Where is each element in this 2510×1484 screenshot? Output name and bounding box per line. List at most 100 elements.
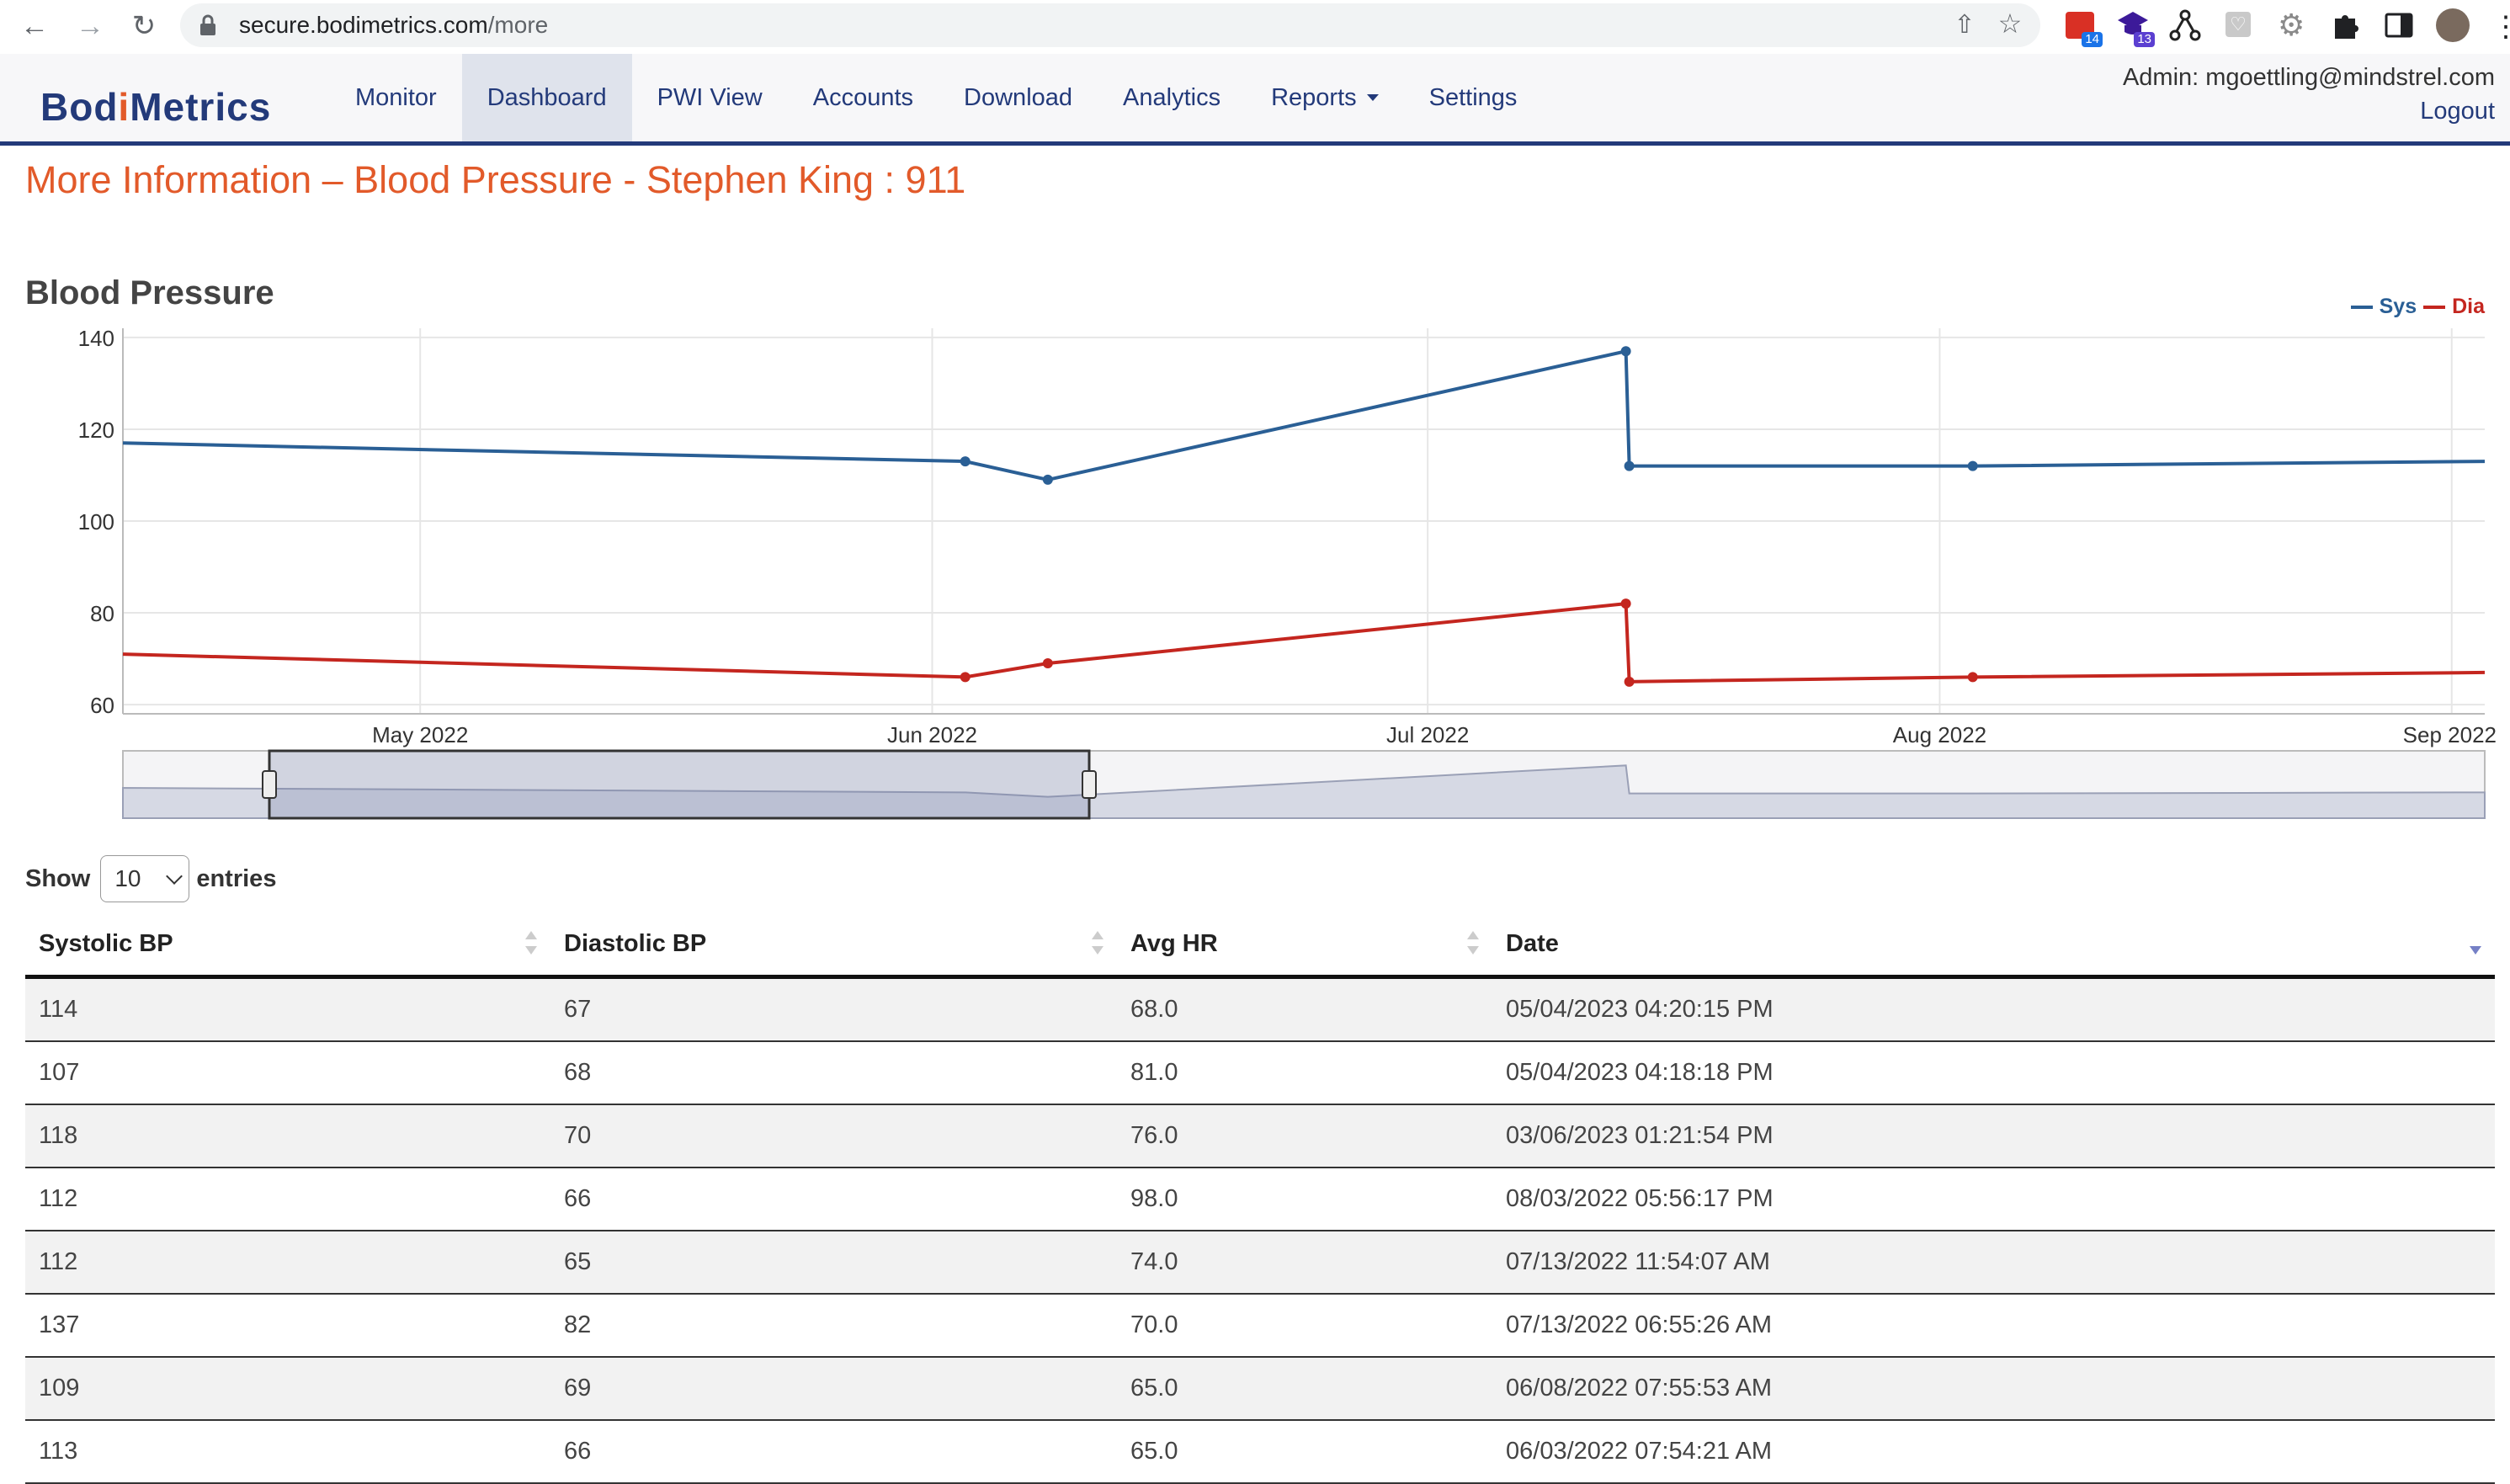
data-point-sys[interactable] — [960, 456, 970, 467]
navigator-area — [122, 764, 2486, 819]
cell-diastolic: 68 — [550, 1041, 1117, 1105]
extension-badge: 13 — [2134, 32, 2155, 47]
admin-email: Admin: mgoettling@mindstrel.com — [2122, 64, 2495, 91]
length-control: Show 10 entries — [25, 855, 276, 902]
cell-systolic: 113 — [25, 1420, 550, 1484]
sort-desc-icon — [2470, 931, 2481, 956]
data-point-dia[interactable] — [1042, 658, 1053, 669]
table-row: 114 67 68.0 05/04/2023 04:20:15 PM — [25, 976, 2495, 1042]
browser-menu-icon[interactable]: ⋮ — [2491, 11, 2510, 43]
cell-date: 08/03/2022 05:56:17 PM — [1492, 1168, 2495, 1231]
cell-date: 03/06/2023 01:21:54 PM — [1492, 1104, 2495, 1168]
nav-pwi-view[interactable]: PWI View — [657, 83, 763, 111]
nav-download[interactable]: Download — [964, 83, 1073, 111]
data-point-sys[interactable] — [1967, 460, 1978, 471]
cell-diastolic: 65 — [550, 1231, 1117, 1295]
chart-legend: Sys Dia — [2350, 295, 2485, 319]
sidepanel-icon[interactable] — [2382, 8, 2416, 42]
sort-icon — [1092, 931, 1103, 956]
logout-link[interactable]: Logout — [2420, 98, 2495, 125]
y-tick-label: 60 — [90, 693, 114, 718]
cell-diastolic: 82 — [550, 1294, 1117, 1358]
entries-select-value: 10 — [114, 865, 141, 891]
legend-sys[interactable]: Sys — [2379, 295, 2417, 318]
cell-systolic: 107 — [25, 1041, 550, 1105]
data-point-sys[interactable] — [1042, 474, 1053, 485]
table-row: 113 66 65.0 06/03/2022 07:54:21 AM — [25, 1420, 2495, 1484]
data-point-dia[interactable] — [1624, 676, 1635, 687]
translate-ext-icon[interactable]: ♡ — [2222, 8, 2256, 42]
sort-icon — [1467, 931, 1479, 956]
length-prefix: Show — [25, 864, 91, 892]
navigator-selection[interactable] — [268, 749, 1091, 820]
blood-pressure-chart[interactable]: 60 80 100 120 140 May 2022 Jun 2022 Jul 2022 Aug… — [0, 320, 2510, 825]
col-systolic[interactable]: Systolic BP — [25, 912, 550, 979]
cell-avg-hr: 74.0 — [1117, 1231, 1492, 1295]
calendar-ext-icon[interactable]: 14 — [2064, 8, 2103, 47]
puzzle-icon[interactable] — [2328, 8, 2362, 42]
address-bar[interactable]: secure.bodimetrics.com/more ⇧ ☆ — [180, 3, 2040, 47]
data-point-sys[interactable] — [1620, 346, 1631, 357]
nav-reports[interactable]: Reports — [1246, 54, 1404, 141]
chevron-down-icon — [166, 868, 183, 885]
table-row: 112 65 74.0 07/13/2022 11:54:07 AM — [25, 1231, 2495, 1295]
network-ext-icon[interactable] — [2168, 8, 2202, 42]
cell-date: 07/13/2022 06:55:26 AM — [1492, 1294, 2495, 1358]
back-arrow-icon[interactable]: ← — [20, 10, 49, 42]
app-header: BodiMetrics Monitor Dashboard PWI View A… — [0, 54, 2510, 146]
nav-accounts[interactable]: Accounts — [812, 83, 914, 111]
data-point-dia[interactable] — [960, 672, 970, 683]
bp-table: Systolic BP Diastolic BP Avg HR Date 114… — [25, 912, 2495, 1484]
col-avg-hr[interactable]: Avg HR — [1117, 912, 1492, 979]
grad-cap-ext-icon[interactable]: 13 — [2116, 8, 2155, 47]
range-handle-right[interactable] — [1082, 770, 1097, 799]
cell-avg-hr: 98.0 — [1117, 1168, 1492, 1231]
share-icon[interactable]: ⇧ — [1954, 11, 1976, 39]
table-row: 137 82 70.0 07/13/2022 06:55:26 AM — [25, 1294, 2495, 1358]
browser-toolbar: ← → ↻ secure.bodimetrics.com/more ⇧ ☆ 14… — [0, 0, 2510, 55]
forward-arrow-icon[interactable]: → — [76, 10, 104, 42]
cell-diastolic: 69 — [550, 1357, 1117, 1421]
nav-settings[interactable]: Settings — [1428, 83, 1518, 111]
legend-dia[interactable]: Dia — [2452, 295, 2485, 318]
cell-date: 06/03/2022 07:54:21 AM — [1492, 1420, 2495, 1484]
x-tick-label: Jun 2022 — [887, 722, 977, 747]
x-tick-label: Sep 2022 — [2403, 722, 2497, 747]
x-tick-label: May 2022 — [372, 722, 468, 747]
nav-monitor[interactable]: Monitor — [355, 83, 437, 111]
reload-icon[interactable]: ↻ — [131, 10, 157, 42]
cell-systolic: 112 — [25, 1231, 550, 1295]
nav-dashboard[interactable]: Dashboard — [461, 54, 632, 141]
cell-avg-hr: 81.0 — [1117, 1041, 1492, 1105]
length-suffix: entries — [196, 864, 277, 892]
y-tick-label: 100 — [78, 509, 114, 535]
lock-icon — [200, 14, 215, 35]
y-tick-label: 80 — [90, 601, 114, 626]
url-text: secure.bodimetrics.com/more — [239, 12, 549, 38]
data-point-dia[interactable] — [1967, 672, 1978, 683]
profile-avatar[interactable] — [2436, 8, 2470, 42]
bodimetrics-logo[interactable]: BodiMetrics — [40, 85, 272, 129]
legend-swatch-sys — [2350, 305, 2373, 309]
range-handle-left[interactable] — [262, 770, 277, 799]
extension-badge: 14 — [2082, 32, 2103, 47]
series-line-dia — [122, 601, 2486, 683]
nav-analytics[interactable]: Analytics — [1123, 83, 1221, 111]
col-date-label: Date — [1506, 929, 1559, 957]
cell-date: 05/04/2023 04:18:18 PM — [1492, 1041, 2495, 1105]
cell-diastolic: 67 — [550, 976, 1117, 1042]
data-point-dia[interactable] — [1620, 598, 1631, 609]
col-diastolic-label: Diastolic BP — [564, 929, 707, 957]
cell-systolic: 118 — [25, 1104, 550, 1168]
table-row: 109 69 65.0 06/08/2022 07:55:53 AM — [25, 1357, 2495, 1421]
col-date[interactable]: Date — [1492, 912, 2495, 979]
cell-date: 07/13/2022 11:54:07 AM — [1492, 1231, 2495, 1295]
gear-ext-icon[interactable]: ⚙ — [2278, 8, 2305, 42]
cell-diastolic: 66 — [550, 1420, 1117, 1484]
data-point-sys[interactable] — [1624, 460, 1635, 471]
caret-down-icon — [1366, 94, 1379, 101]
chart-title: Blood Pressure — [25, 274, 274, 311]
bookmark-star-icon[interactable]: ☆ — [1997, 8, 2023, 39]
entries-select[interactable]: 10 — [100, 855, 190, 902]
col-diastolic[interactable]: Diastolic BP — [550, 912, 1117, 979]
